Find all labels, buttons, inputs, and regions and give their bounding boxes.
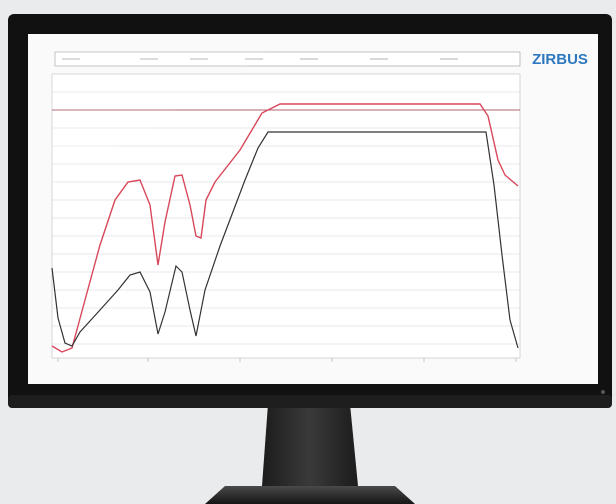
- monitor-base: [205, 486, 415, 504]
- glare: [28, 34, 300, 200]
- plot-area: [51, 73, 521, 359]
- axis-ticks: [57, 358, 517, 362]
- bezel-bottom: [8, 395, 612, 408]
- monitor-neck: [262, 404, 358, 486]
- legend-box: [54, 51, 521, 67]
- red-curve: [51, 103, 519, 353]
- black-curve: [51, 131, 519, 349]
- power-button: [601, 390, 605, 394]
- logo: ZIRBUS: [532, 51, 588, 68]
